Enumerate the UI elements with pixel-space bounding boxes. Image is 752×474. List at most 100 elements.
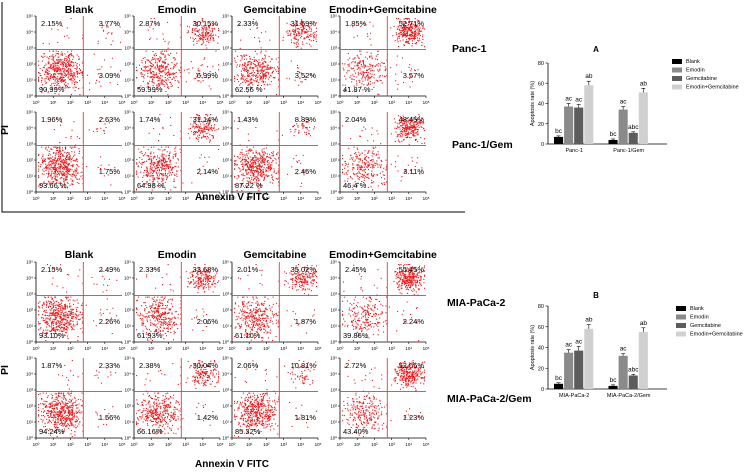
event-dot <box>71 129 73 131</box>
event-dot <box>243 158 245 160</box>
event-dot <box>254 159 256 161</box>
event-dot <box>198 80 200 82</box>
event-dot <box>356 175 358 177</box>
event-dot <box>398 18 400 20</box>
event-dot <box>152 51 154 53</box>
event-dot <box>250 181 252 183</box>
y-tick-label: 10¹ <box>222 174 229 179</box>
event-dot <box>250 58 252 60</box>
event-dot <box>269 170 271 172</box>
event-dot <box>302 154 304 156</box>
event-dot <box>186 69 188 71</box>
event-dot <box>245 170 247 172</box>
event-dot <box>65 67 67 69</box>
event-dot <box>257 158 259 160</box>
event-dot <box>52 310 54 312</box>
event-dot <box>399 116 401 118</box>
event-dot <box>256 69 258 71</box>
quadrant-ur-value: 3.77% <box>99 19 121 28</box>
event-dot <box>54 310 56 312</box>
event-dot <box>52 313 54 315</box>
event-dot <box>365 155 367 157</box>
event-dot <box>272 176 274 178</box>
event-dot <box>251 71 253 73</box>
event-dot <box>344 160 346 162</box>
event-dot <box>59 142 61 144</box>
event-dot <box>256 180 258 182</box>
event-dot <box>254 161 256 163</box>
event-dot <box>353 58 355 60</box>
event-dot <box>214 28 216 30</box>
event-dot <box>347 170 349 172</box>
event-dot <box>60 164 62 166</box>
event-dot <box>411 26 413 28</box>
event-dot <box>201 120 203 122</box>
event-dot <box>204 127 206 129</box>
event-dot <box>209 71 211 73</box>
event-dot <box>407 121 409 123</box>
event-dot <box>74 72 76 74</box>
event-dot <box>45 166 47 168</box>
event-dot <box>72 165 74 167</box>
event-dot <box>361 162 363 164</box>
event-dot <box>342 84 344 86</box>
event-dot <box>240 83 242 85</box>
event-dot <box>286 22 288 24</box>
event-dot <box>43 320 45 322</box>
event-dot <box>276 130 278 132</box>
event-dot <box>163 158 165 160</box>
event-dot <box>310 40 312 42</box>
event-dot <box>278 170 280 172</box>
event-dot <box>265 78 267 80</box>
event-dot <box>259 61 261 63</box>
event-dot <box>69 65 71 67</box>
event-dot <box>151 169 153 171</box>
event-dot <box>60 312 62 314</box>
event-dot <box>273 170 275 172</box>
event-dot <box>405 33 407 35</box>
event-dot <box>50 68 52 70</box>
event-dot <box>260 171 262 173</box>
event-dot <box>55 162 57 164</box>
event-dot <box>56 179 58 181</box>
event-dot <box>153 171 155 173</box>
event-dot <box>424 46 426 48</box>
event-dot <box>403 23 405 25</box>
event-dot <box>252 163 254 165</box>
event-dot <box>52 62 54 64</box>
event-dot <box>255 80 257 82</box>
event-dot <box>342 67 344 69</box>
event-dot <box>61 311 63 313</box>
column-header: Emodin <box>158 249 197 261</box>
event-dot <box>65 176 67 178</box>
event-dot <box>164 159 166 161</box>
event-dot <box>59 306 61 308</box>
event-dot <box>66 156 68 158</box>
event-dot <box>58 68 60 70</box>
event-dot <box>71 175 73 177</box>
event-dot <box>56 320 58 322</box>
event-dot <box>403 127 405 129</box>
event-dot <box>51 328 53 330</box>
event-dot <box>263 157 265 159</box>
event-dot <box>299 22 301 24</box>
event-dot <box>76 321 78 323</box>
event-dot <box>169 81 171 83</box>
event-dot <box>75 314 77 316</box>
y-tick-label: 10³ <box>26 46 33 51</box>
event-dot <box>377 54 379 56</box>
event-dot <box>407 164 409 166</box>
event-dot <box>69 321 71 323</box>
event-dot <box>62 315 64 317</box>
event-dot <box>414 32 416 34</box>
event-dot <box>60 309 62 311</box>
event-dot <box>68 73 70 75</box>
y-tick-label: 10⁵ <box>222 110 229 115</box>
event-dot <box>42 162 44 164</box>
event-dot <box>62 67 64 69</box>
event-dot <box>302 27 304 29</box>
event-dot <box>304 76 306 78</box>
event-dot <box>74 82 76 84</box>
y-tick-label: 10⁰ <box>222 190 229 195</box>
event-dot <box>67 56 69 58</box>
